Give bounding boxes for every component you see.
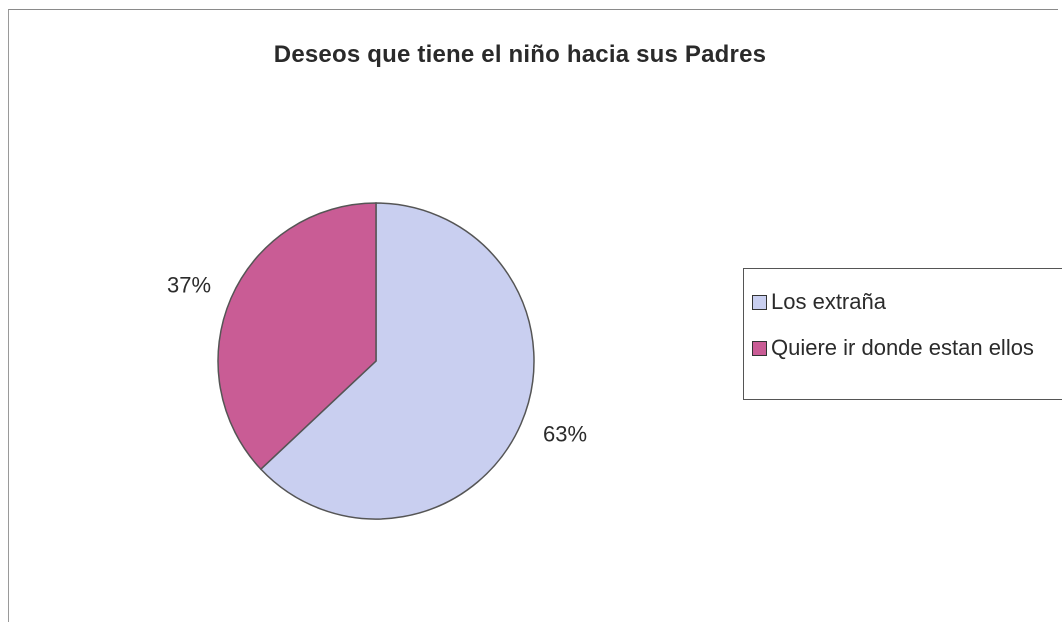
legend: Los extraña Quiere ir donde estan ellos <box>743 268 1062 400</box>
legend-label: Los extraña <box>771 289 886 314</box>
legend-item-quiere-ir: Quiere ir donde estan ellos <box>752 333 1061 363</box>
legend-item-los-extrana: Los extraña <box>752 287 1061 317</box>
pie-slice-quiere-ir <box>217 202 377 471</box>
data-label-los-extrana: 63% <box>543 422 587 447</box>
chart-title: Deseos que tiene el niño hacia sus Padre… <box>273 41 767 68</box>
legend-swatch-los-extrana <box>752 295 767 310</box>
data-label-quiere-ir: 37% <box>167 272 211 297</box>
pie-slice-los-extrana <box>259 202 535 520</box>
legend-swatch-quiere-ir <box>752 341 767 356</box>
chart-area <box>8 9 1058 622</box>
legend-label: Quiere ir donde estan ellos <box>771 335 1034 360</box>
